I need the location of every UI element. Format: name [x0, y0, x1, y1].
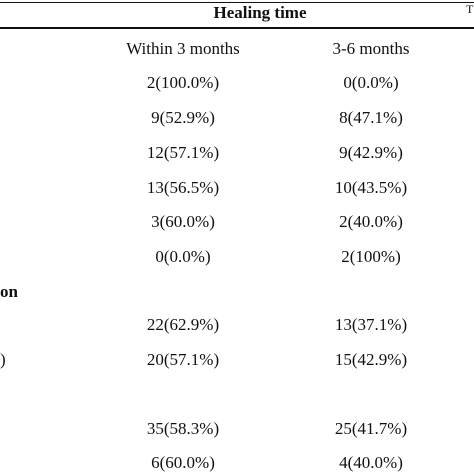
cell-row2-3-6-months: 8(47.1%) — [339, 108, 403, 127]
cell-row6-3-6-months: 2(100%) — [341, 247, 401, 266]
cell-row3-within-3-months: 12(57.1%) — [146, 143, 220, 162]
cell-row5-within-3-months: 3(60.0%) — [151, 212, 215, 231]
cell-row8-3-6-months: 15(42.9%) — [334, 350, 408, 369]
group-header-healing-time: Healing time — [213, 3, 307, 22]
cell-row10-3-6-months: 4(40.0%) — [339, 453, 403, 472]
cell-row7-within-3-months: 22(62.9%) — [146, 315, 220, 334]
row-label-fragment: ) — [0, 350, 6, 369]
cell-row9-within-3-months: 35(58.3%) — [146, 419, 220, 438]
cell-row1-within-3-months: 2(100.0%) — [146, 73, 220, 92]
row-section-label-fragment: on — [0, 282, 18, 301]
table-edge-fragment: T — [466, 2, 474, 16]
cell-row8-within-3-months: 20(57.1%) — [146, 350, 220, 369]
cell-row4-3-6-months: 10(43.5%) — [334, 178, 408, 197]
cell-row9-3-6-months: 25(41.7%) — [334, 419, 408, 438]
column-header-3-6-months: 3-6 months — [332, 39, 410, 58]
cell-row10-within-3-months: 6(60.0%) — [151, 453, 215, 472]
cell-row5-3-6-months: 2(40.0%) — [339, 212, 403, 231]
cell-row2-within-3-months: 9(52.9%) — [151, 108, 215, 127]
table-top-rule — [0, 2, 474, 3]
cell-row6-within-3-months: 0(0.0%) — [155, 247, 211, 266]
group-header-rule — [0, 27, 474, 29]
column-header-within-3-months: Within 3 months — [126, 39, 240, 58]
cell-row4-within-3-months: 13(56.5%) — [146, 178, 220, 197]
cell-row3-3-6-months: 9(42.9%) — [339, 143, 403, 162]
cell-row1-3-6-months: 0(0.0%) — [343, 73, 399, 92]
cell-row7-3-6-months: 13(37.1%) — [334, 315, 408, 334]
